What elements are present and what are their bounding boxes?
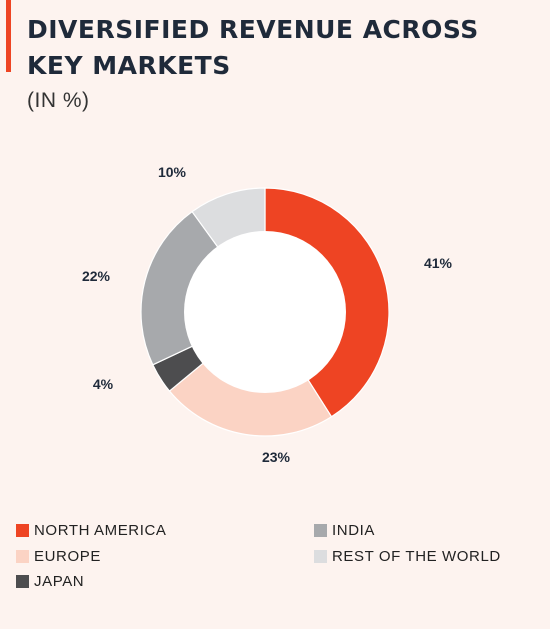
- legend-swatch: [314, 524, 327, 537]
- legend-item: EUROPE: [16, 548, 101, 565]
- chart-subtitle: (IN %): [27, 89, 90, 112]
- legend-label: EUROPE: [34, 548, 101, 565]
- legend-item: REST OF THE WORLD: [314, 548, 501, 565]
- slice-value-label: 10%: [158, 164, 187, 180]
- legend-item: NORTH AMERICA: [16, 522, 167, 539]
- legend-label: NORTH AMERICA: [34, 522, 167, 539]
- legend-item: INDIA: [314, 522, 375, 539]
- slice-value-label: 22%: [82, 268, 111, 284]
- slice-value-label: 23%: [262, 449, 291, 465]
- legend-label: INDIA: [332, 522, 376, 539]
- legend-item: JAPAN: [16, 573, 84, 590]
- legend-swatch: [16, 550, 29, 563]
- slice-value-label: 41%: [424, 255, 453, 271]
- donut-hole: [184, 231, 346, 393]
- title-accent-bar: [6, 0, 11, 72]
- legend-swatch: [16, 575, 29, 588]
- legend-label: JAPAN: [34, 573, 85, 590]
- legend-swatch: [16, 524, 29, 537]
- legend-swatch: [314, 550, 327, 563]
- slice-value-label: 4%: [93, 376, 114, 392]
- slice-labels: 41% 23% 4% 22% 10%: [82, 164, 453, 465]
- chart-title: DIVERSIFIED REVENUE ACROSS KEY MARKETS: [27, 15, 479, 80]
- legend-label: REST OF THE WORLD: [332, 548, 501, 565]
